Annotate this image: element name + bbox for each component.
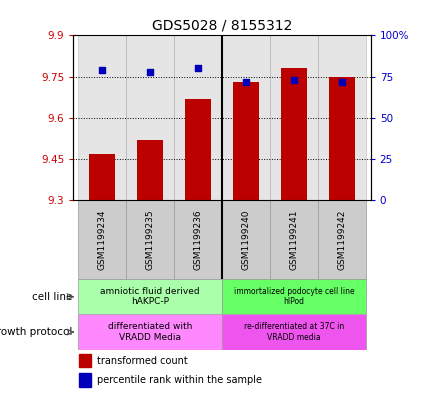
Bar <box>317 35 365 200</box>
Bar <box>78 35 126 200</box>
Point <box>98 67 105 73</box>
Text: GSM1199235: GSM1199235 <box>145 209 154 270</box>
Bar <box>280 68 307 200</box>
Text: growth protocol: growth protocol <box>0 327 72 337</box>
Bar <box>269 35 317 200</box>
Bar <box>269 200 317 279</box>
Text: amniotic fluid derived
hAKPC-P: amniotic fluid derived hAKPC-P <box>100 287 200 307</box>
Point <box>290 77 297 83</box>
Point <box>146 68 153 75</box>
Bar <box>174 35 221 200</box>
Bar <box>78 279 221 314</box>
Text: GSM1199242: GSM1199242 <box>337 209 346 270</box>
Text: transformed count: transformed count <box>97 356 187 366</box>
Text: re-differentiated at 37C in
VRADD media: re-differentiated at 37C in VRADD media <box>243 322 343 342</box>
Bar <box>221 314 365 350</box>
Text: immortalized podocyte cell line
hIPod: immortalized podocyte cell line hIPod <box>233 287 353 307</box>
Bar <box>79 354 91 367</box>
Text: differentiated with
VRADD Media: differentiated with VRADD Media <box>108 322 192 342</box>
Text: GSM1199236: GSM1199236 <box>193 209 202 270</box>
Text: GSM1199234: GSM1199234 <box>97 209 106 270</box>
Bar <box>136 140 163 200</box>
Bar <box>174 200 221 279</box>
Bar <box>221 279 365 314</box>
Bar <box>232 82 258 200</box>
Point <box>242 79 249 85</box>
Text: cell line: cell line <box>32 292 72 302</box>
Bar <box>317 200 365 279</box>
Bar <box>78 200 126 279</box>
Text: GSM1199240: GSM1199240 <box>241 209 250 270</box>
Bar <box>126 35 174 200</box>
Bar <box>221 35 269 200</box>
Bar <box>221 200 269 279</box>
Title: GDS5028 / 8155312: GDS5028 / 8155312 <box>151 19 292 33</box>
Bar <box>184 99 211 200</box>
Point <box>338 79 344 85</box>
Bar <box>89 154 115 200</box>
Text: percentile rank within the sample: percentile rank within the sample <box>97 375 261 386</box>
Point <box>194 65 201 72</box>
Bar <box>328 77 354 200</box>
Text: GSM1199241: GSM1199241 <box>289 209 298 270</box>
Bar <box>79 373 91 387</box>
Bar <box>78 314 221 350</box>
Bar <box>126 200 174 279</box>
